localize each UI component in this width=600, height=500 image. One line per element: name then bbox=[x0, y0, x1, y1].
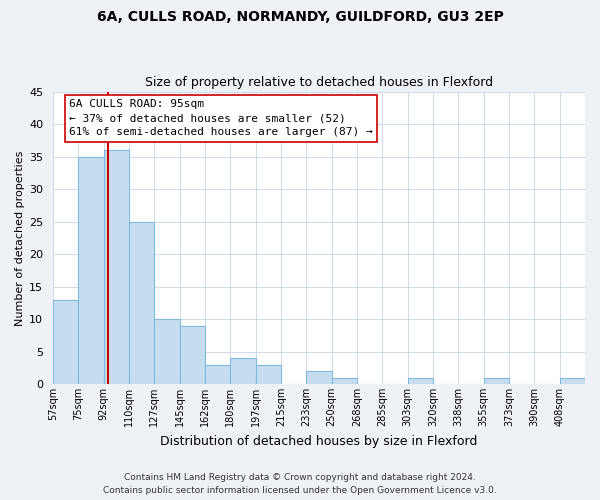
Bar bbox=[53, 300, 79, 384]
Bar bbox=[230, 358, 256, 384]
Bar bbox=[129, 222, 154, 384]
Text: 6A CULLS ROAD: 95sqm
← 37% of detached houses are smaller (52)
61% of semi-detac: 6A CULLS ROAD: 95sqm ← 37% of detached h… bbox=[69, 100, 373, 138]
Bar bbox=[205, 364, 230, 384]
Bar bbox=[79, 157, 104, 384]
Y-axis label: Number of detached properties: Number of detached properties bbox=[15, 150, 25, 326]
Title: Size of property relative to detached houses in Flexford: Size of property relative to detached ho… bbox=[145, 76, 493, 90]
Bar bbox=[154, 319, 179, 384]
Text: 6A, CULLS ROAD, NORMANDY, GUILDFORD, GU3 2EP: 6A, CULLS ROAD, NORMANDY, GUILDFORD, GU3… bbox=[97, 10, 503, 24]
Bar bbox=[307, 371, 332, 384]
Bar bbox=[484, 378, 509, 384]
Text: Contains HM Land Registry data © Crown copyright and database right 2024.
Contai: Contains HM Land Registry data © Crown c… bbox=[103, 474, 497, 495]
Bar bbox=[256, 364, 281, 384]
Bar bbox=[179, 326, 205, 384]
Bar bbox=[407, 378, 433, 384]
Bar bbox=[104, 150, 129, 384]
Bar bbox=[332, 378, 357, 384]
X-axis label: Distribution of detached houses by size in Flexford: Distribution of detached houses by size … bbox=[160, 434, 478, 448]
Bar bbox=[560, 378, 585, 384]
